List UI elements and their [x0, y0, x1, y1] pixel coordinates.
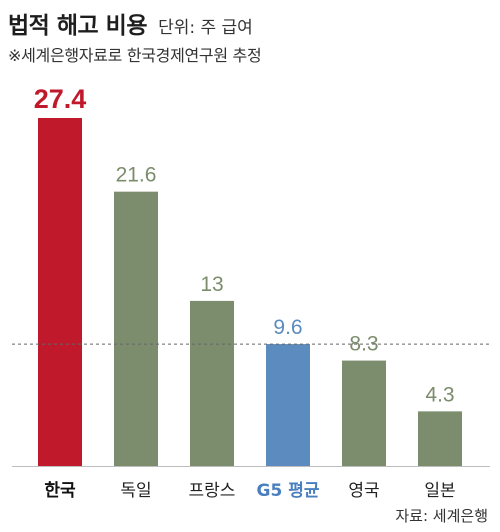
category-label: 일본	[424, 481, 455, 501]
bar	[418, 411, 462, 466]
value-label: 27.4	[34, 84, 87, 114]
source-note: 자료: 세계은행	[395, 507, 488, 525]
bar	[190, 300, 234, 466]
bar	[38, 118, 82, 466]
title-row: 법적 해고 비용 단위: 주 급여	[8, 6, 253, 40]
category-label: 독일	[120, 481, 151, 501]
unit-note: 단위: 주 급여	[158, 18, 253, 38]
bar	[266, 344, 310, 466]
value-label: 8.3	[349, 333, 378, 356]
bar	[342, 360, 386, 466]
value-label: 4.3	[425, 383, 454, 406]
bar	[114, 191, 158, 466]
chart-subtitle: ※세계은행자료로 한국경제연구원 추정	[8, 46, 262, 65]
category-label: G5 평균	[257, 481, 320, 501]
chart-title: 법적 해고 비용	[8, 13, 147, 39]
category-label: 한국	[44, 481, 76, 501]
category-label: 영국	[348, 481, 379, 501]
value-label: 13	[200, 273, 223, 296]
value-label: 21.6	[116, 164, 157, 187]
category-label: 프랑스	[189, 481, 236, 501]
value-label: 9.6	[273, 316, 302, 339]
